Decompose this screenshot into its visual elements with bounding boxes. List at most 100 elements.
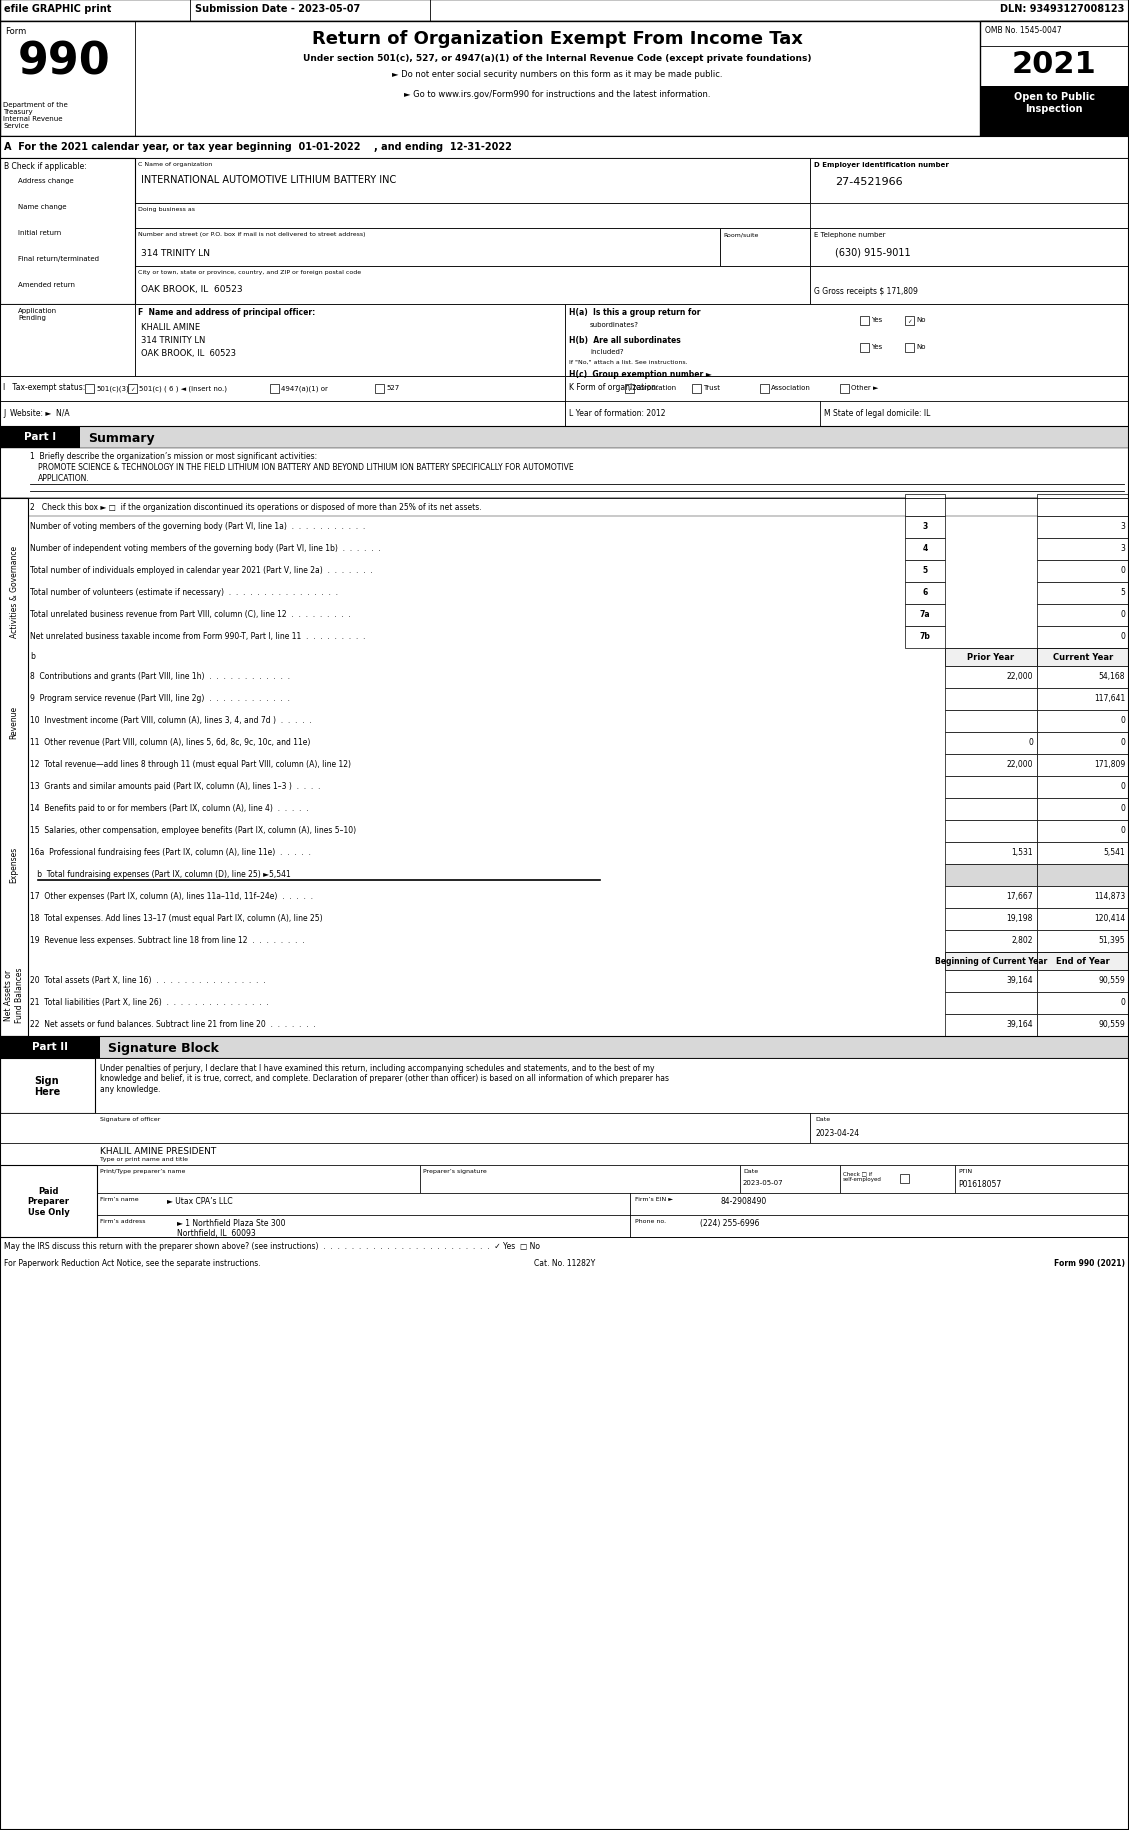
Bar [0, 306, 135, 377]
Text: 90,559: 90,559 [1099, 1019, 1124, 1028]
Bar [1038, 688, 1129, 710]
Text: 39,164: 39,164 [1006, 975, 1033, 985]
Text: Activities & Governance: Activities & Governance [9, 545, 18, 637]
Text: Corporation: Corporation [636, 384, 677, 392]
Text: 120,414: 120,414 [1094, 913, 1124, 922]
Text: Under section 501(c), 527, or 4947(a)(1) of the Internal Revenue Code (except pr: Under section 501(c), 527, or 4947(a)(1)… [303, 53, 812, 62]
Text: 8  Contributions and grants (Part VIII, line 1h)  .  .  .  .  .  .  .  .  .  .  : 8 Contributions and grants (Part VIII, l… [30, 672, 290, 681]
Bar [720, 229, 809, 267]
Text: Cat. No. 11282Y: Cat. No. 11282Y [534, 1259, 595, 1268]
Text: 21  Total liabilities (Part X, line 26)  .  .  .  .  .  .  .  .  .  .  .  .  .  : 21 Total liabilities (Part X, line 26) .… [30, 997, 269, 1006]
Text: Trust: Trust [703, 384, 720, 392]
Text: 39,164: 39,164 [1006, 1019, 1033, 1028]
Bar [905, 538, 945, 560]
Bar [905, 494, 945, 516]
Text: ✓: ✓ [628, 386, 632, 392]
Text: 5: 5 [1120, 587, 1124, 597]
Text: 114,873: 114,873 [1094, 891, 1124, 900]
Text: Final return/terminated: Final return/terminated [18, 256, 99, 262]
Text: Total number of volunteers (estimate if necessary)  .  .  .  .  .  .  .  .  .  .: Total number of volunteers (estimate if … [30, 587, 338, 597]
Text: ► 1 Northfield Plaza Ste 300: ► 1 Northfield Plaza Ste 300 [177, 1219, 286, 1228]
Bar [0, 426, 80, 448]
Bar [945, 842, 1038, 864]
Text: If "No," attach a list. See instructions.: If "No," attach a list. See instructions… [569, 361, 688, 364]
Text: H(a)  Is this a group return for: H(a) Is this a group return for [569, 307, 700, 317]
Text: (224) 255-6996: (224) 255-6996 [700, 1219, 760, 1228]
Bar [980, 88, 1129, 137]
Bar [980, 22, 1129, 137]
Text: Amended return: Amended return [18, 282, 75, 287]
Bar [840, 384, 849, 393]
Bar [6, 254, 15, 264]
Bar [1038, 992, 1129, 1014]
Text: 19  Revenue less expenses. Subtract line 18 from line 12  .  .  .  .  .  .  .  .: 19 Revenue less expenses. Subtract line … [30, 935, 305, 944]
Text: 3: 3 [1120, 544, 1124, 553]
Bar [1038, 776, 1129, 798]
Text: 0: 0 [1120, 631, 1124, 640]
Text: INTERNATIONAL AUTOMOTIVE LITHIUM BATTERY INC: INTERNATIONAL AUTOMOTIVE LITHIUM BATTERY… [141, 176, 396, 185]
Text: 117,641: 117,641 [1094, 694, 1124, 703]
Text: 501(c) ( 6 ) ◄ (insert no.): 501(c) ( 6 ) ◄ (insert no.) [139, 384, 227, 392]
Text: Number of independent voting members of the governing body (Part VI, line 1b)  .: Number of independent voting members of … [30, 544, 380, 553]
Bar [135, 159, 809, 203]
Bar [945, 952, 1038, 970]
Text: 1  Briefly describe the organization’s mission or most significant activities:: 1 Briefly describe the organization’s mi… [30, 452, 317, 461]
Text: ✓: ✓ [130, 386, 134, 392]
Text: C Name of organization: C Name of organization [138, 161, 212, 167]
Text: Number and street (or P.O. box if mail is not delivered to street address): Number and street (or P.O. box if mail i… [138, 232, 366, 236]
Text: ► Go to www.irs.gov/Form990 for instructions and the latest information.: ► Go to www.irs.gov/Form990 for instruct… [404, 90, 710, 99]
Text: Department of the
Treasury
Internal Revenue
Service: Department of the Treasury Internal Reve… [3, 102, 68, 128]
Text: 0: 0 [1120, 565, 1124, 575]
Text: PROMOTE SCIENCE & TECHNOLOGY IN THE FIELD LITHIUM ION BATTERY AND BEYOND LITHIUM: PROMOTE SCIENCE & TECHNOLOGY IN THE FIEL… [38, 463, 574, 472]
Text: 990: 990 [18, 40, 111, 82]
Text: Net unrelated business taxable income from Form 990-T, Part I, line 11  .  .  . : Net unrelated business taxable income fr… [30, 631, 366, 640]
Bar [1038, 604, 1129, 626]
Text: 17  Other expenses (Part IX, column (A), lines 11a–11d, 11f–24e)  .  .  .  .  .: 17 Other expenses (Part IX, column (A), … [30, 891, 313, 900]
Bar [1038, 582, 1129, 604]
Text: Current Year: Current Year [1053, 653, 1113, 662]
Bar [0, 403, 564, 426]
Text: 314 TRINITY LN: 314 TRINITY LN [141, 337, 205, 344]
Text: Net Assets or
Fund Balances: Net Assets or Fund Balances [5, 966, 24, 1023]
Text: included?: included? [590, 350, 623, 355]
Text: For Paperwork Reduction Act Notice, see the separate instructions.: For Paperwork Reduction Act Notice, see … [5, 1259, 261, 1268]
Text: Expenses: Expenses [9, 847, 18, 882]
Bar [905, 317, 914, 326]
Text: 0: 0 [1120, 737, 1124, 747]
Text: 3: 3 [922, 522, 928, 531]
Bar [945, 930, 1038, 952]
Bar [809, 159, 1129, 203]
Bar [945, 776, 1038, 798]
Text: 2023-04-24: 2023-04-24 [815, 1129, 859, 1138]
Text: Summary: Summary [88, 432, 155, 445]
Bar [945, 798, 1038, 820]
Bar [135, 306, 564, 377]
Text: Yes: Yes [870, 344, 882, 350]
Text: J  Website: ►  N/A: J Website: ► N/A [3, 408, 70, 417]
Text: 10  Investment income (Part VIII, column (A), lines 3, 4, and 7d )  .  .  .  .  : 10 Investment income (Part VIII, column … [30, 716, 312, 725]
Text: B Check if applicable:: B Check if applicable: [5, 161, 87, 170]
Bar [945, 732, 1038, 754]
Bar [0, 137, 1129, 159]
Bar [1038, 494, 1129, 516]
Bar [0, 426, 1129, 448]
Bar [945, 754, 1038, 776]
Bar [97, 1166, 420, 1193]
Text: 4947(a)(1) or: 4947(a)(1) or [281, 384, 327, 392]
Text: Check □ if
self-employed: Check □ if self-employed [843, 1171, 882, 1180]
Text: Signature of officer: Signature of officer [100, 1116, 160, 1122]
Text: Prior Year: Prior Year [968, 653, 1015, 662]
Bar [860, 344, 869, 353]
Bar [0, 1144, 1129, 1166]
Bar [945, 864, 1038, 886]
Bar [945, 648, 1038, 666]
Bar [692, 384, 701, 393]
Text: Number of voting members of the governing body (Part VI, line 1a)  .  .  .  .  .: Number of voting members of the governin… [30, 522, 366, 531]
Text: 11  Other revenue (Part VIII, column (A), lines 5, 6d, 8c, 9c, 10c, and 11e): 11 Other revenue (Part VIII, column (A),… [30, 737, 310, 747]
Text: D Employer identification number: D Employer identification number [814, 161, 948, 168]
Text: A  For the 2021 calendar year, or tax year beginning  01-01-2022    , and ending: A For the 2021 calendar year, or tax yea… [5, 143, 511, 152]
Bar [809, 267, 1129, 306]
Text: 7b: 7b [919, 631, 930, 640]
Bar [860, 317, 869, 326]
Bar [0, 448, 1129, 500]
